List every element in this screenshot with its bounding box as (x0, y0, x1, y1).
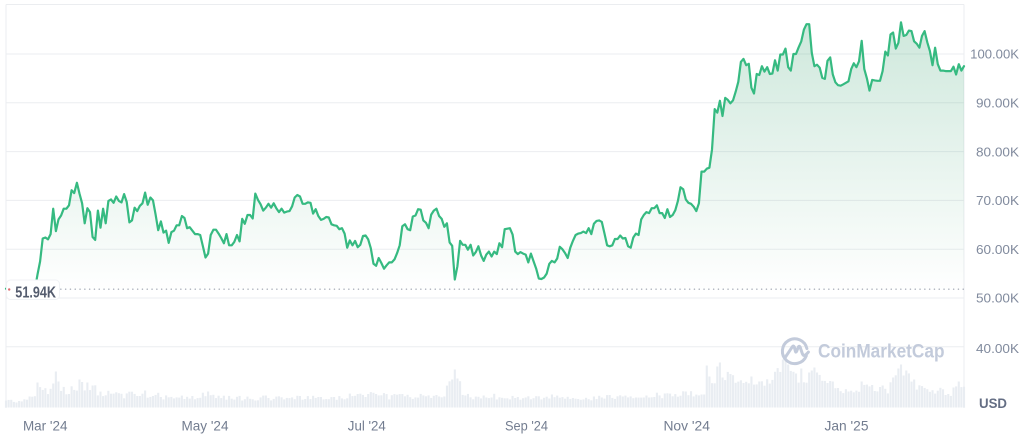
svg-text:50.00K: 50.00K (976, 291, 1019, 306)
svg-text:100.00K: 100.00K (970, 47, 1019, 62)
svg-text:May '24: May '24 (182, 418, 229, 434)
svg-text:60.00K: 60.00K (976, 242, 1019, 257)
svg-text:Jan '25: Jan '25 (825, 418, 869, 434)
svg-text:Nov '24: Nov '24 (663, 418, 710, 434)
svg-text:Mar '24: Mar '24 (23, 418, 68, 434)
svg-text:Sep '24: Sep '24 (505, 418, 548, 434)
svg-text:70.00K: 70.00K (976, 193, 1019, 208)
svg-text:51.94K: 51.94K (15, 284, 56, 301)
svg-text:Jul '24: Jul '24 (348, 418, 386, 434)
svg-text:80.00K: 80.00K (976, 144, 1019, 159)
svg-text:USD: USD (979, 395, 1007, 411)
svg-text:40.00K: 40.00K (976, 341, 1019, 356)
svg-text:CoinMarketCap: CoinMarketCap (818, 342, 945, 363)
svg-text:90.00K: 90.00K (976, 96, 1019, 111)
